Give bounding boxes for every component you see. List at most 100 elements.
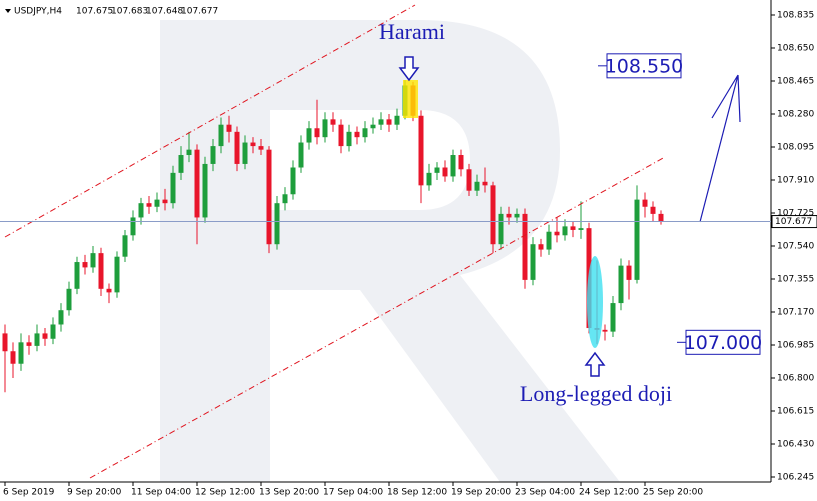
candle-body (42, 333, 48, 339)
candle-body (634, 199, 640, 280)
price-level-box (606, 53, 682, 79)
candle-body (194, 149, 200, 218)
candle-body (602, 329, 608, 332)
candle-body (578, 228, 584, 230)
candle-body (314, 128, 320, 138)
x-tick-label: 23 Sep 04:00 (515, 488, 575, 498)
candle-body (498, 213, 504, 245)
candle-body (282, 194, 288, 204)
candle-body (562, 226, 568, 236)
candle-body (418, 115, 424, 186)
candle-body (50, 324, 56, 339)
x-tick-label: 9 Sep 20:00 (67, 488, 122, 498)
candle-body (546, 231, 552, 250)
x-tick-label: 6 Sep 2019 (3, 488, 55, 498)
header-open: 107.675 (76, 7, 113, 17)
candle-body (298, 142, 304, 168)
candle-body (338, 124, 344, 147)
x-tick-label: 11 Sep 04:00 (131, 488, 191, 498)
y-tick-label: 107.170 (777, 307, 814, 317)
x-tick-label: 13 Sep 20:00 (259, 488, 319, 498)
y-tick-label: 108.465 (777, 76, 814, 86)
y-tick-label: 106.985 (777, 340, 814, 350)
candle-body (122, 235, 128, 257)
price-level-box (685, 329, 761, 355)
candle-body (466, 169, 472, 191)
candle-body (226, 124, 232, 132)
lower-channel-line (89, 156, 666, 479)
candle-body (274, 203, 280, 245)
candle-body (58, 310, 64, 325)
doji-arrow (584, 351, 606, 377)
candle-body (34, 333, 40, 346)
price-level-label: 108.550 (605, 55, 684, 77)
candle-body (234, 131, 240, 164)
candle-body (82, 262, 88, 268)
candle-body (162, 199, 168, 204)
candle-body (490, 185, 496, 245)
candle-body (618, 265, 624, 304)
candle-body (210, 146, 216, 164)
y-tick-label: 106.245 (777, 473, 814, 483)
candle-body (154, 199, 160, 207)
candle-body (266, 149, 272, 245)
y-tick-label: 106.615 (777, 407, 814, 417)
header-icon (5, 9, 11, 13)
y-tick-label: 108.835 (777, 10, 814, 20)
candle-body (322, 119, 328, 138)
watermark (160, 20, 620, 482)
candle-body (18, 342, 24, 364)
candle-body (106, 288, 112, 293)
candle-body (522, 213, 528, 280)
candle-body (610, 303, 616, 332)
candle-body (514, 213, 520, 218)
header-high: 107.683 (111, 7, 148, 17)
candle-body (426, 172, 432, 186)
candle-body (138, 203, 144, 218)
candle-body (146, 203, 152, 207)
y-tick-label: 108.280 (777, 109, 814, 119)
candle-body (506, 213, 512, 218)
candle-body (530, 244, 536, 280)
candle-body (258, 146, 264, 150)
candle-body (658, 213, 664, 222)
candle-body (378, 119, 384, 125)
candle-body (66, 288, 72, 311)
candle-body (346, 131, 352, 147)
candle-body (650, 206, 656, 214)
candle-body (362, 128, 368, 138)
current-price-box (771, 215, 817, 229)
x-tick-label: 25 Sep 20:00 (643, 488, 703, 498)
x-tick-label: 12 Sep 12:00 (195, 488, 255, 498)
candle-body (458, 155, 464, 170)
header-low: 107.648 (146, 7, 183, 17)
doji-label: Long-legged doji (520, 381, 672, 406)
candle-body (250, 142, 256, 147)
candle-body (450, 155, 456, 177)
candle-body (642, 199, 648, 207)
header-close: 107.677 (181, 7, 218, 17)
candle-body (538, 244, 544, 250)
candle-body (570, 226, 576, 230)
y-tick-label: 107.910 (777, 175, 814, 185)
candle-body (2, 333, 8, 352)
candle-body (10, 351, 16, 364)
price-level-label: 107.000 (684, 332, 763, 354)
upper-channel-line (4, 4, 416, 238)
doji-highlight (587, 256, 603, 348)
candle-body (186, 149, 192, 156)
candle-body (554, 231, 560, 236)
candle-body (202, 163, 208, 218)
candle-body (242, 142, 248, 164)
harami-label: Harami (379, 19, 445, 44)
candle-body (114, 256, 120, 293)
y-tick-label: 108.650 (777, 43, 814, 53)
candle-body (178, 155, 184, 173)
candle-body (218, 124, 224, 147)
header-symbol: USDJPY,H4 (14, 7, 62, 17)
candle-body (626, 265, 632, 280)
candle-body (354, 131, 360, 138)
current-price-label: 107.677 (775, 217, 812, 227)
x-tick-label: 18 Sep 12:00 (387, 488, 447, 498)
